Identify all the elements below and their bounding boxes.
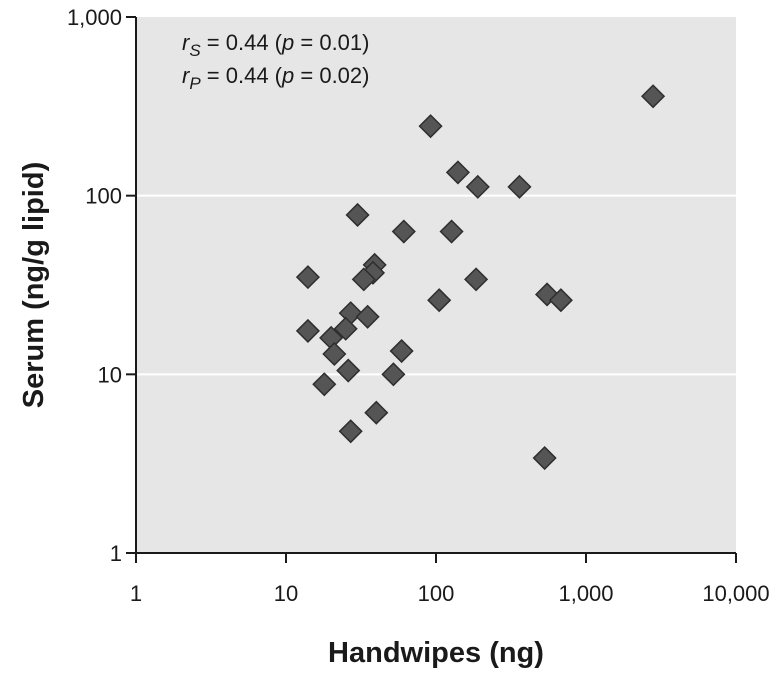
data-point [381,362,406,387]
y-tick-label: 1 [110,541,122,566]
data-point [389,338,414,364]
x-tick-label: 1 [130,581,142,606]
data-point [338,419,363,444]
data-point [295,265,320,290]
y-axis-ticks: 1 10 100 1,000 [67,5,136,566]
y-tick-label: 1,000 [67,5,122,30]
data-point [364,400,389,425]
data-point [391,219,416,244]
data-points [295,84,666,471]
data-point [312,372,337,397]
y-axis-title: Serum (ng/g lipid) [18,162,50,409]
data-point [427,288,452,313]
data-point [351,267,376,292]
x-axis-title: Handwipes (ng) [328,637,544,669]
data-point [295,318,320,343]
data-point [336,358,361,383]
correlation-annotations: rS = 0.44 (p = 0.01)rP = 0.44 (p = 0.02) [182,30,369,93]
correlation-annotation: rS = 0.44 (p = 0.01) [182,30,369,60]
correlation-annotation: rP = 0.44 (p = 0.02) [182,63,369,93]
data-point [345,202,370,228]
x-tick-label: 100 [418,581,455,606]
y-tick-label: 10 [98,362,122,387]
x-tick-label: 10 [274,581,298,606]
data-point [464,267,489,292]
x-tick-label: 1,000 [558,581,613,606]
data-point [465,174,490,199]
data-point [333,316,358,341]
data-point [418,114,443,139]
data-point [322,341,347,367]
plot-background [136,17,736,553]
grid-lines [136,194,736,376]
data-point [439,219,464,244]
y-tick-label: 100 [85,184,122,209]
data-point [355,304,380,329]
data-point [445,160,470,185]
data-point [532,445,557,471]
data-point [641,84,666,109]
x-axis-ticks: 1 10 100 1,000 10,000 [130,553,770,606]
data-point [507,174,532,199]
data-point [548,288,573,313]
x-tick-label: 10,000 [702,581,769,606]
